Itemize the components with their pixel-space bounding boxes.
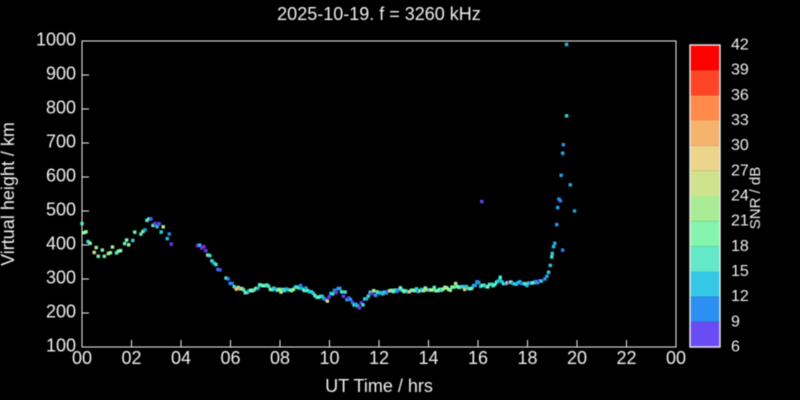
svg-text:33: 33: [731, 112, 749, 129]
svg-text:200: 200: [46, 302, 76, 322]
svg-text:02: 02: [121, 348, 141, 368]
svg-text:16: 16: [468, 348, 488, 368]
svg-text:2025-10-19. f = 3260 kHz: 2025-10-19. f = 3260 kHz: [277, 4, 481, 24]
svg-text:42: 42: [731, 37, 749, 54]
svg-text:18: 18: [517, 348, 537, 368]
svg-text:00: 00: [72, 348, 92, 368]
svg-text:18: 18: [731, 238, 749, 255]
svg-text:00: 00: [666, 348, 686, 368]
svg-text:600: 600: [46, 166, 76, 186]
svg-text:500: 500: [46, 200, 76, 220]
svg-text:30: 30: [731, 137, 749, 154]
svg-text:06: 06: [220, 348, 240, 368]
svg-text:14: 14: [418, 348, 438, 368]
svg-text:22: 22: [616, 348, 636, 368]
svg-text:04: 04: [171, 348, 191, 368]
svg-text:SNR / dB: SNR / dB: [747, 167, 764, 230]
svg-text:9: 9: [731, 313, 740, 330]
svg-text:36: 36: [731, 87, 749, 104]
svg-text:300: 300: [46, 268, 76, 288]
svg-text:20: 20: [567, 348, 587, 368]
svg-text:900: 900: [46, 64, 76, 84]
svg-text:1000: 1000: [36, 30, 76, 50]
svg-text:08: 08: [270, 348, 290, 368]
svg-text:800: 800: [46, 98, 76, 118]
svg-text:10: 10: [319, 348, 339, 368]
svg-text:15: 15: [731, 263, 749, 280]
svg-text:UT Time / hrs: UT Time / hrs: [325, 376, 433, 396]
svg-text:6: 6: [731, 339, 740, 356]
svg-text:Virtual height / km: Virtual height / km: [0, 122, 18, 266]
svg-text:12: 12: [369, 348, 389, 368]
svg-text:700: 700: [46, 132, 76, 152]
svg-text:400: 400: [46, 234, 76, 254]
svg-text:39: 39: [731, 62, 749, 79]
svg-text:12: 12: [731, 288, 749, 305]
